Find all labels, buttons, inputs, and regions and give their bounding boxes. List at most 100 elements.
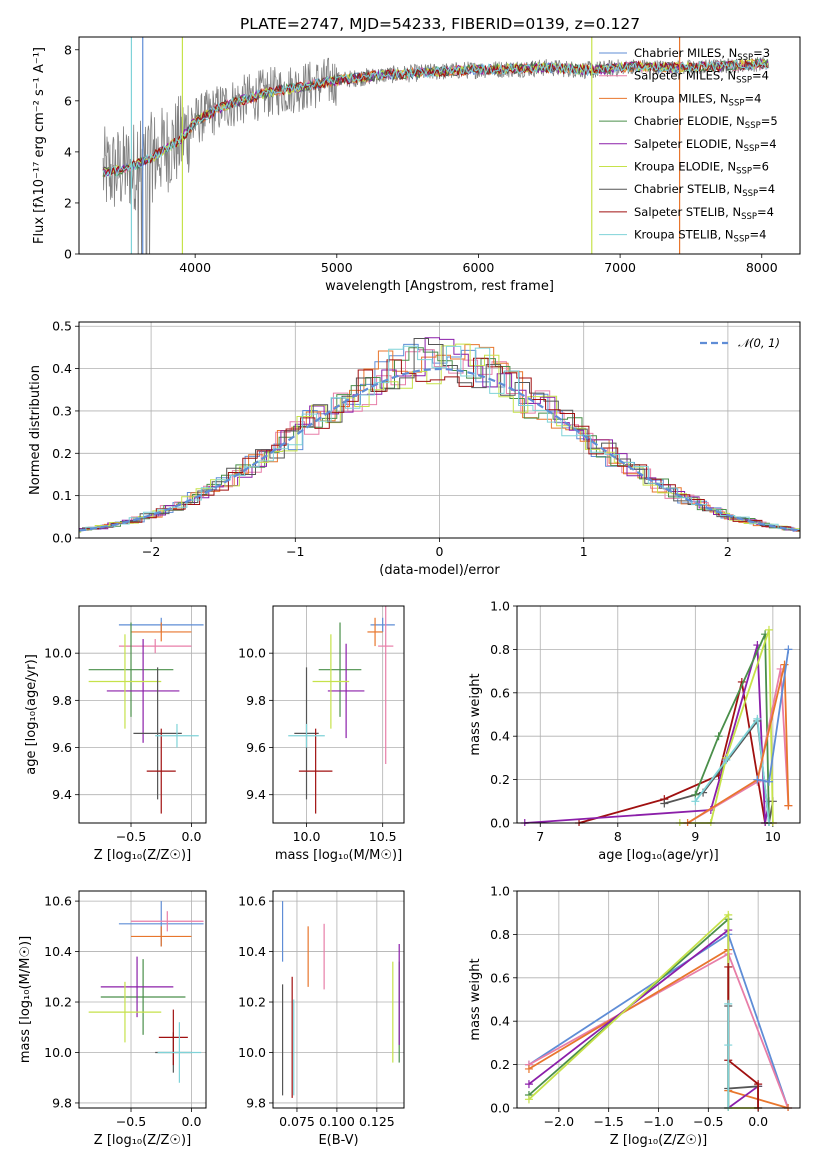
- histogram-step: [79, 338, 800, 531]
- panel-residuals: −2 −1 0 1 2 0.0 0.1 0.2 0.3 0.4 0.5 (data-model)/er…: [28, 319, 801, 578]
- legend-sub: SSP: [745, 121, 761, 131]
- x-axis-label: Z [log₁₀(Z/Z☉)]: [610, 1133, 707, 1148]
- legend-sub: SSP: [744, 144, 760, 154]
- error-bars: [88, 617, 204, 814]
- series-marker: [722, 756, 731, 765]
- x-tick-label: −1.0: [643, 1114, 673, 1129]
- legend-label: Kroupa MILES, NSSP=4: [634, 91, 761, 108]
- panel-mass-vs-ebv: 0.075 0.100 0.125 9.8 10.0 10.2 10.4 10.6 E(B-V): [238, 890, 405, 1148]
- series-marker: [691, 797, 700, 806]
- legend-label: Salpeter STELIB, NSSP=4: [634, 205, 774, 222]
- y-tick-label: 9.8: [246, 693, 266, 708]
- series-marker: [724, 910, 733, 919]
- legend-label: Chabrier MILES, NSSP=3: [634, 46, 770, 63]
- y-tick-label: 1.0: [490, 599, 510, 614]
- x-tick-label: −1.5: [593, 1114, 623, 1129]
- series-marker: [724, 999, 733, 1008]
- legend-label: 𝒩(0, 1): [738, 336, 780, 350]
- y-tick-label: 0.2: [490, 772, 510, 787]
- y-tick-label: 9.4: [52, 787, 72, 802]
- y-tick-label: 0.3: [52, 403, 72, 418]
- x-tick-label: 0.075: [279, 1114, 315, 1129]
- x-axis-label: age [log₁₀(age/yr)]: [598, 848, 719, 863]
- y-tick-label: 9.6: [246, 740, 266, 755]
- legend-sub: SSP: [737, 53, 753, 63]
- y-tick-label: 10.6: [238, 894, 266, 909]
- x-axis-label: mass [log₁₀(M/M☉)]: [275, 848, 402, 863]
- y-tick-label: 10.0: [44, 1045, 72, 1060]
- y-axis-label: mass weight: [468, 958, 483, 1040]
- series-marker: [724, 1041, 733, 1050]
- y-tick-label: 0.5: [52, 319, 72, 334]
- axes-frame: [272, 890, 405, 1109]
- legend-label: Chabrier ELODIE, NSSP=5: [634, 114, 778, 131]
- series-marker: [524, 1064, 533, 1073]
- panel-age-vs-metallicity: −0.5 0.0 9.4 9.6 9.8 10.0 Z [log₁₀(Z/Z☉)] age […: [24, 605, 207, 863]
- error-bars: [288, 606, 395, 814]
- series-line: [694, 633, 770, 824]
- x-tick-label: −0.5: [116, 1114, 146, 1129]
- series-marker: [524, 1095, 533, 1104]
- x-tick-label: −1: [286, 544, 304, 559]
- x-tick-label: 0.0: [182, 1114, 202, 1129]
- legend-suffix: =4: [749, 228, 766, 242]
- x-tick-label: 8: [614, 829, 622, 844]
- x-tick-label: 10.0: [293, 829, 321, 844]
- legend-suffix: =4: [758, 182, 775, 196]
- y-tick-label: 0: [64, 247, 72, 262]
- legend-sub: SSP: [736, 167, 752, 177]
- weight-lines: [520, 625, 793, 826]
- x-tick-label: 0.100: [319, 1114, 355, 1129]
- axes-frame: [78, 890, 207, 1109]
- x-tick-label: 4000: [179, 260, 211, 275]
- legend-label: Salpeter ELODIE, NSSP=4: [634, 137, 777, 154]
- y-axis-label: mass [log₁₀(M/M☉)]: [18, 936, 33, 1063]
- x-tick-label: −0.5: [116, 829, 146, 844]
- legend-suffix: =3: [753, 46, 770, 60]
- y-tick-label: 9.8: [52, 693, 72, 708]
- series-marker: [780, 660, 789, 669]
- panel-weight-vs-age: 7 8 9 10 0.0 0.2 0.4 0.6 0.8 1.0 age [log₁₀(age/yr…: [468, 599, 801, 863]
- series-marker: [764, 777, 773, 786]
- y-tick-label: 10.4: [238, 944, 266, 959]
- y-tick-label: 0.4: [490, 1014, 510, 1029]
- legend-sub: SSP: [736, 76, 752, 86]
- x-tick-label: 8000: [746, 260, 778, 275]
- model-spectrum-line: [102, 57, 769, 177]
- axes-frame: [78, 321, 801, 539]
- y-tick-label: 2: [64, 195, 72, 210]
- model-spectrum-line: [102, 57, 768, 179]
- axes-frame: [78, 36, 801, 255]
- axes-frame: [516, 605, 801, 824]
- series-marker: [524, 1080, 533, 1089]
- y-tick-label: 0.8: [490, 642, 510, 657]
- y-tick-label: 10.6: [44, 894, 72, 909]
- series-marker: [764, 625, 773, 634]
- legend-suffix: =4: [744, 91, 761, 105]
- y-tick-label: 10.0: [44, 646, 72, 661]
- spectrum-lines: [102, 37, 770, 254]
- model-spectrum-line: [102, 59, 768, 178]
- series-line: [528, 912, 759, 1109]
- x-tick-label: 10: [765, 829, 781, 844]
- axes-frame: [78, 605, 207, 824]
- error-bars: [88, 901, 204, 1083]
- weight-lines: [524, 910, 793, 1111]
- y-tick-label: 10.4: [44, 944, 72, 959]
- series-marker: [714, 732, 723, 741]
- legend-suffix: =5: [761, 114, 778, 128]
- figure-title: PLATE=2747, MJD=54233, FIBERID=0139, z=0…: [240, 15, 640, 33]
- y-axis-label: Normed distribution: [28, 365, 43, 495]
- legend-sub: SSP: [734, 235, 750, 245]
- legend-label: Kroupa STELIB, NSSP=4: [634, 228, 766, 245]
- y-tick-label: 0.4: [490, 729, 510, 744]
- x-tick-label: 5000: [321, 260, 353, 275]
- y-tick-label: 0.6: [490, 685, 510, 700]
- histogram-step: [79, 345, 800, 531]
- gaussian-curve: [79, 367, 800, 532]
- y-tick-label: 0.6: [490, 970, 510, 985]
- y-tick-label: 6: [64, 93, 72, 108]
- x-tick-label: 7000: [604, 260, 636, 275]
- y-axis-label: mass weight: [468, 673, 483, 755]
- y-tick-label: 0.1: [52, 488, 72, 503]
